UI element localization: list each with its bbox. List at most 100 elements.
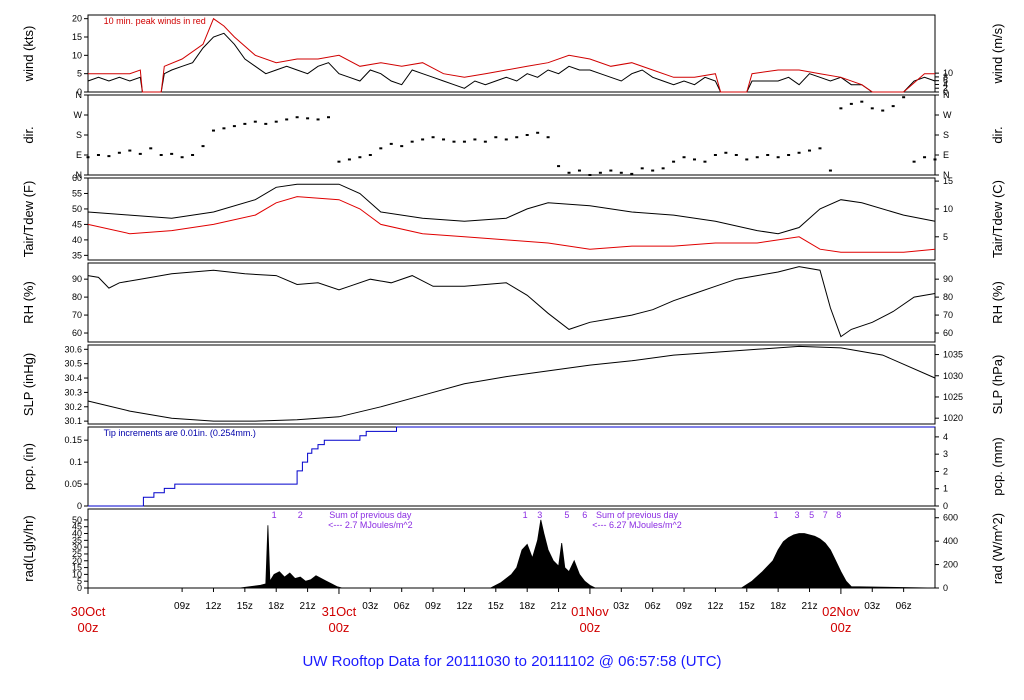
y-tick-label: 15 <box>72 32 82 42</box>
x-tick-label: 03z <box>613 601 629 612</box>
y-tick-label: 35 <box>72 250 82 260</box>
y-tick-label: 5 <box>77 69 82 79</box>
y-axis-label-right: SLP (hPa) <box>990 355 1005 415</box>
dir-point <box>912 160 916 163</box>
y-axis-label: rad(Lgly/hr) <box>21 515 36 581</box>
hour-marker: 1 <box>272 510 277 520</box>
y-tick-label: 70 <box>72 310 82 320</box>
y-axis-label: Tair/Tdew (F) <box>21 181 36 258</box>
time-axis: 09z 12z 15z 18z 21z 03z 06z 09z 12z 15z 18z 21z 03z 0… <box>71 588 912 635</box>
y-tick-label: 55 <box>72 188 82 198</box>
y-tick-label: 30.5 <box>64 359 82 369</box>
y-axis-label: dir. <box>21 126 36 143</box>
dir-point <box>515 136 519 139</box>
dir-point <box>128 149 132 152</box>
y-tick-label-right: 4 <box>943 79 948 89</box>
dir-point <box>232 125 236 128</box>
series-wind <box>87 32 936 93</box>
y-tick-label-right: 1035 <box>943 350 963 360</box>
dir-point <box>389 142 393 145</box>
dir-point <box>107 155 111 158</box>
y-axis-label-right: pcp. (mm) <box>990 437 1005 496</box>
y-tick-label-right: 600 <box>943 513 958 523</box>
panel-pcp: pcp. (in) pcp. (mm) 0 0.05 0.1 0.15 0 1 2 3 4 Tip i… <box>21 426 1005 511</box>
y-tick-label-right: 10 <box>943 204 953 214</box>
y-tick-label: 20 <box>72 556 82 566</box>
y-tick-label-right: 90 <box>943 274 953 284</box>
x-tick-label: 21z <box>801 601 817 612</box>
dir-point <box>306 117 310 120</box>
dir-point <box>243 122 247 125</box>
y-tick-label: 30.1 <box>64 416 82 426</box>
y-tick-label: 0 <box>77 501 82 511</box>
day-time-label: 00z <box>830 620 851 635</box>
dir-point <box>379 147 383 150</box>
x-tick-label: 12z <box>456 601 472 612</box>
dir-point <box>442 138 446 141</box>
dir-point <box>818 147 822 150</box>
dir-point <box>525 134 529 136</box>
y-tick-label: 45 <box>72 219 82 229</box>
y-tick-label: 60 <box>72 173 82 183</box>
dir-point <box>828 169 832 172</box>
y-tick-label: 15 <box>72 563 82 573</box>
panel-frame <box>87 177 936 261</box>
dir-point <box>117 151 121 154</box>
dir-point <box>431 136 435 139</box>
y-tick-label-right: 1 <box>943 484 948 494</box>
dir-point <box>473 138 477 141</box>
y-tick-label: 30.3 <box>64 387 82 397</box>
dir-point <box>808 149 812 152</box>
x-tick-label: 09z <box>174 601 190 612</box>
y-axis-label: RH (%) <box>21 281 36 324</box>
y-tick-label-right: 0 <box>943 87 948 97</box>
dir-point <box>755 156 759 159</box>
y-tick-label-right: 15 <box>943 176 953 186</box>
dir-point <box>640 167 644 170</box>
dir-point <box>494 136 498 139</box>
y-tick-label: N <box>76 170 83 180</box>
x-tick-label: 03z <box>864 601 880 612</box>
y-tick-label-right: 60 <box>943 328 953 338</box>
dir-point <box>734 154 738 156</box>
dir-point <box>557 165 561 168</box>
daily-sum-label: Sum of previous day <box>596 510 679 520</box>
daily-sum-value: <--- 2.7 MJoules/m^2 <box>328 520 413 530</box>
panel-rad: rad(Lgly/hr) rad (W/m^2)05101520253035404… <box>21 508 1005 593</box>
dir-point <box>358 156 362 159</box>
day-date-label: 02Nov <box>822 604 860 619</box>
daily-sum-label: Sum of previous day <box>329 510 412 520</box>
dir-point <box>776 156 780 159</box>
dir-point <box>347 158 351 161</box>
dir-point <box>452 140 456 143</box>
dir-point <box>797 151 801 154</box>
y-tick-label: 5 <box>77 576 82 586</box>
series-SLP <box>87 345 936 422</box>
y-tick-label-right: 3 <box>943 449 948 459</box>
y-tick-label: 50 <box>72 204 82 214</box>
y-tick-label: W <box>74 110 83 120</box>
dir-point <box>337 160 341 163</box>
y-tick-label-right: 5 <box>943 232 948 242</box>
series-rad <box>88 519 936 589</box>
x-tick-label: 12z <box>707 601 723 612</box>
dir-point <box>766 154 770 156</box>
dir-point <box>138 152 142 155</box>
y-tick-label: 25 <box>72 549 82 559</box>
dir-point <box>902 96 906 99</box>
dir-point <box>713 154 717 156</box>
x-tick-label: 06z <box>896 601 912 612</box>
y-tick-label: 80 <box>72 292 82 302</box>
series-pcp <box>88 426 935 507</box>
y-tick-label-right: 400 <box>943 536 958 546</box>
panel-frame <box>87 344 936 425</box>
series-RH <box>87 266 936 338</box>
dir-point <box>745 158 749 161</box>
dir-point <box>222 127 226 130</box>
dir-point <box>881 109 885 112</box>
dir-point <box>588 174 592 176</box>
dir-point <box>849 102 853 105</box>
y-tick-label-right: 6 <box>943 76 948 86</box>
dir-point <box>724 151 728 154</box>
